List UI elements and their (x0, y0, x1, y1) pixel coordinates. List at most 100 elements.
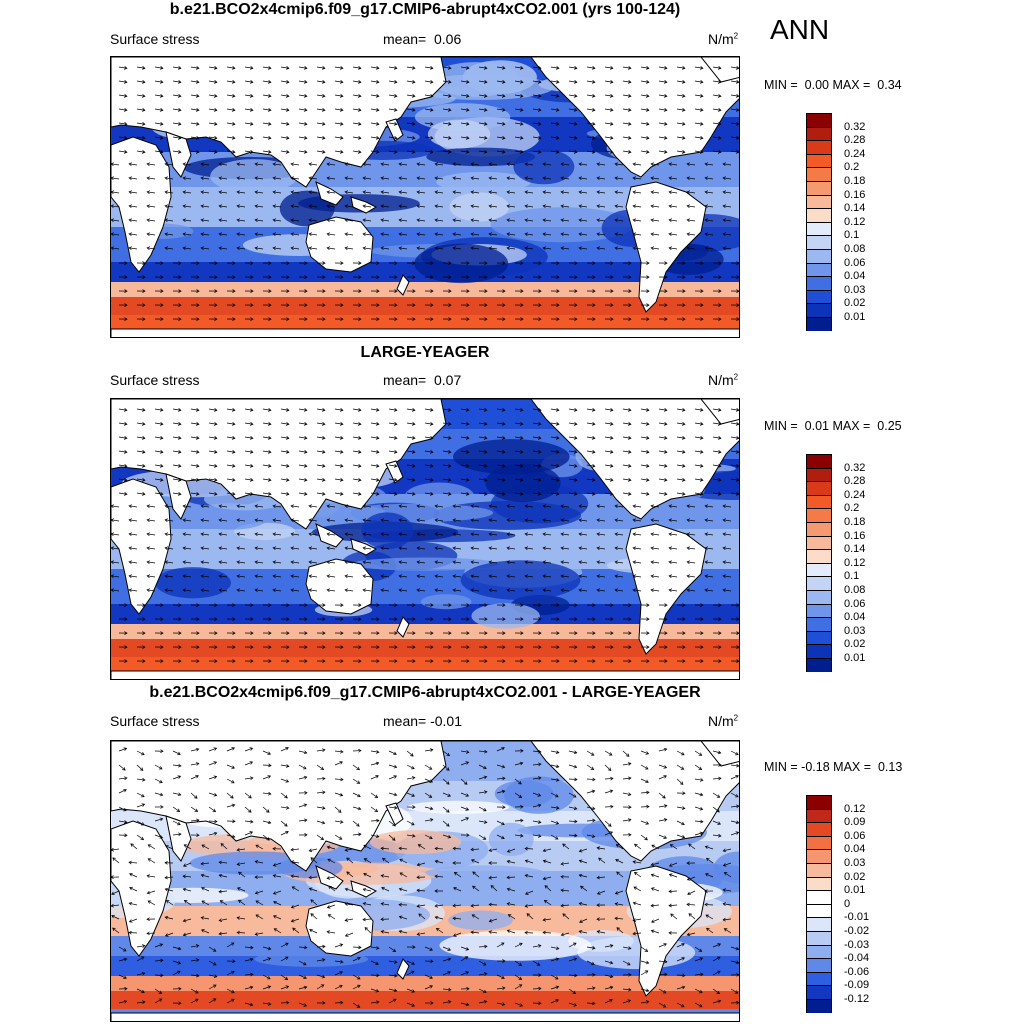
colorbar-swatch (806, 917, 832, 931)
colorbar-tick-label: -0.01 (844, 911, 870, 924)
colorbar-tick-label: 0.1 (844, 570, 860, 583)
colorbar-swatch (806, 657, 832, 672)
colorbar-swatch (806, 795, 832, 809)
units-label: N/m2 (708, 31, 738, 47)
colorbar-tick-label: 0.02 (844, 297, 866, 310)
max-label: MAX = (832, 78, 871, 92)
colorbar-tick-label: 0.06 (844, 597, 866, 610)
map-panel-1 (110, 56, 740, 338)
colorbar-tick-label: -0.06 (844, 965, 870, 978)
colorbar-swatch (806, 289, 832, 304)
units-label: N/m2 (708, 713, 738, 729)
map-canvas (111, 399, 739, 679)
colorbar-2: 0.32 0.28 0.24 0.2 0.18 0.16 0.14 0.12 0.1 0.08 0.… (806, 454, 865, 672)
colorbar-swatch (806, 958, 832, 972)
colorbar-swatch (806, 562, 832, 577)
variable-label: Surface stress (110, 713, 200, 729)
colorbar-tick-label: 0.28 (844, 134, 866, 147)
colorbar-swatch (806, 113, 832, 127)
colorbar-swatch (806, 808, 832, 823)
colorbar-tick-label: 0.03 (844, 283, 866, 296)
colorbar-tick-label: 0.03 (844, 624, 866, 637)
min-max-readout: MIN = -0.18 MAX = 0.13 (764, 760, 902, 774)
colorbar-swatch (806, 862, 832, 877)
colorbar-tick-label: -0.02 (844, 925, 870, 937)
colorbar-tick-label: 0.01 (844, 652, 866, 664)
colorbar-swatch (806, 644, 832, 658)
colorbar-tick-label: 0.16 (844, 188, 866, 201)
min-value: -0.18 (801, 760, 830, 774)
colorbar-tick-label: -0.12 (844, 993, 870, 1005)
colorbar-tick-label: 0.08 (844, 584, 866, 596)
colorbar-tick-label: 0.01 (844, 884, 866, 897)
colorbar-swatch (806, 835, 832, 850)
colorbar-swatch (806, 822, 832, 836)
colorbar-swatch (806, 589, 832, 604)
colorbar-tick-label: 0.28 (844, 475, 866, 488)
colorbar-tick-label: 0.2 (844, 502, 860, 515)
colorbar-tick-label: 0.18 (844, 516, 866, 528)
colorbar-swatch (806, 316, 832, 331)
map-panel-2 (110, 398, 740, 680)
max-value: 0.13 (877, 760, 903, 774)
colorbar-tick-label: 0.12 (844, 556, 866, 569)
colorbar-tick-label: 0.32 (844, 120, 866, 133)
colorbar-swatch (806, 180, 832, 195)
colorbar-tick-label: 0.2 (844, 161, 860, 174)
colorbar-swatch (806, 890, 832, 904)
panel-title: b.e21.BCO2x4cmip6.f09_g17.CMIP6-abrupt4x… (149, 684, 701, 701)
colorbar-tick-label: 0.32 (844, 461, 866, 474)
colorbar-tick-label: 0.24 (844, 147, 866, 160)
colorbar-swatch (806, 535, 832, 550)
map-canvas (111, 57, 739, 337)
units-label: N/m2 (708, 372, 738, 388)
max-label: MAX = (833, 760, 872, 774)
colorbar-swatch (806, 454, 832, 468)
colorbar-tick-label: 0.02 (844, 638, 866, 651)
colorbar-swatch (806, 930, 832, 945)
colorbar-tick-label: 0.24 (844, 488, 866, 501)
mean-readout: mean= 0.06 (383, 31, 461, 47)
colorbar-tick-label: 0.14 (844, 202, 866, 215)
max-value: 0.34 (877, 78, 902, 92)
mean-label: mean= (383, 713, 427, 729)
colorbar-swatch (806, 303, 832, 317)
colorbar-swatch (806, 167, 832, 181)
panel-title: b.e21.BCO2x4cmip6.f09_g17.CMIP6-abrupt4x… (169, 1, 681, 18)
colorbar-1: 0.32 0.28 0.24 0.2 0.18 0.16 0.14 0.12 0.1 0.08 0.… (806, 113, 865, 331)
colorbar-tick-label: -0.03 (844, 938, 870, 951)
colorbar-swatch (806, 140, 832, 154)
variable-label: Surface stress (110, 31, 200, 47)
colorbar-swatch (806, 126, 832, 141)
panel-title: LARGE-YEAGER (360, 344, 490, 361)
mean-value: 0.06 (433, 31, 462, 47)
colorbar-tick-label: 0.06 (844, 256, 866, 269)
variable-label: Surface stress (110, 372, 200, 388)
colorbar-swatch (806, 235, 832, 249)
mean-readout: mean= 0.07 (383, 372, 461, 388)
colorbar-tick-label: 0.06 (844, 829, 866, 842)
colorbar-swatch (806, 985, 832, 999)
colorbar-tick-label: 0.04 (844, 843, 866, 856)
min-label: MIN = (764, 419, 798, 433)
max-label: MAX = (832, 419, 871, 433)
units-superscript: 2 (733, 713, 739, 723)
min-value: 0.01 (804, 419, 829, 433)
min-max-readout: MIN = 0.01 MAX = 0.25 (764, 419, 902, 433)
colorbar-swatch (806, 549, 832, 563)
map-panel-3 (110, 740, 740, 1022)
mean-label: mean= (383, 372, 427, 388)
max-value: 0.25 (877, 419, 902, 433)
units-superscript: 2 (733, 31, 739, 41)
min-max-readout: MIN = 0.00 MAX = 0.34 (764, 78, 902, 92)
colorbar-swatch (806, 221, 832, 236)
colorbar-swatch (806, 208, 832, 222)
map-canvas (111, 741, 739, 1021)
colorbar-swatch (806, 521, 832, 536)
colorbar-tick-label: 0.04 (844, 611, 866, 624)
colorbar-tick-label: 0.1 (844, 229, 860, 242)
mean-readout: mean= -0.01 (383, 713, 462, 729)
colorbar-swatch (806, 262, 832, 277)
colorbar-tick-label: 0.02 (844, 870, 866, 883)
colorbar-swatch (806, 944, 832, 959)
